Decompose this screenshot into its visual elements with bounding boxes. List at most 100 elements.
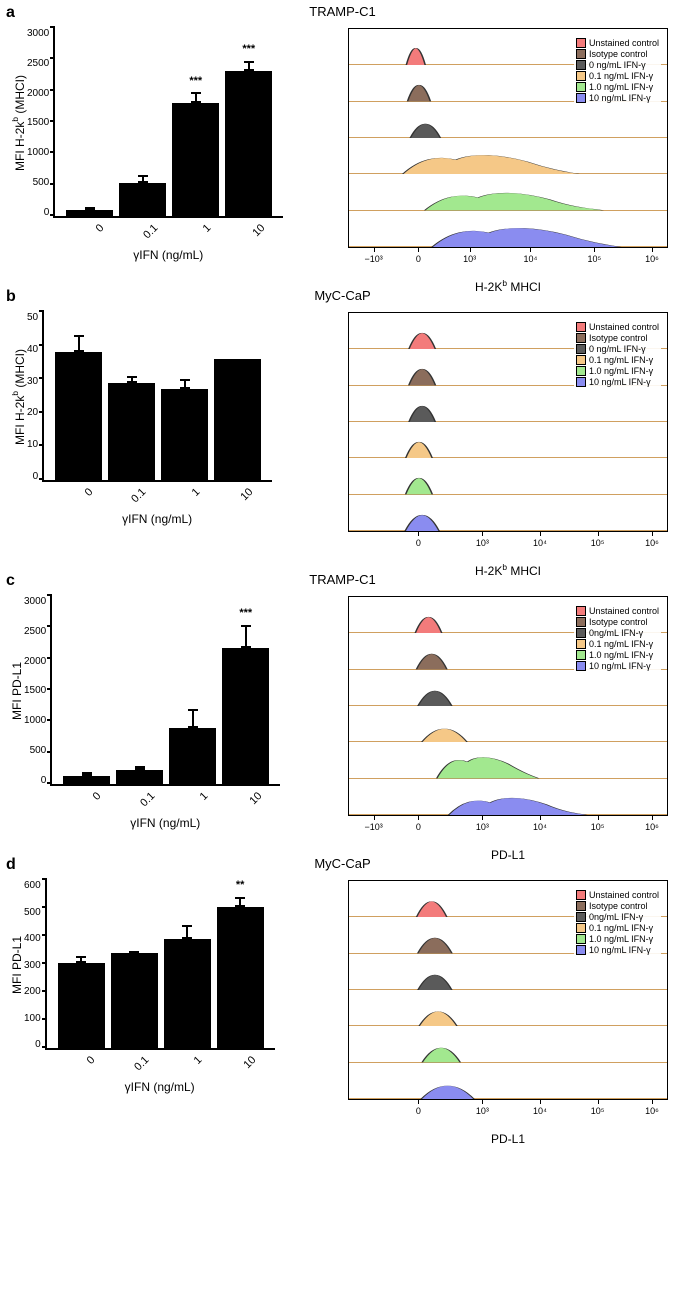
y-tick: 1500 <box>27 117 49 128</box>
histogram-xaxis: 010³10⁴10⁵10⁶H-2Kb MHCI <box>348 536 668 560</box>
x-tick: 0 <box>416 538 421 548</box>
legend-item: 0 ng/mL IFN-γ <box>576 344 659 354</box>
y-tick: 500 <box>24 907 41 918</box>
histogram-frame: Unstained controlIsotype control0ng/mL I… <box>348 880 668 1100</box>
significance-marker: *** <box>239 607 252 619</box>
histogram-trace <box>349 779 667 815</box>
histogram-container: Unstained controlIsotype control0ng/mL I… <box>348 864 668 1128</box>
legend-label: 0 ng/mL IFN-γ <box>589 344 646 354</box>
x-ticks: 00.1110 <box>42 482 272 498</box>
y-ticks: 50403020100 <box>27 312 42 482</box>
legend-swatch <box>576 344 586 354</box>
histogram: Unstained controlIsotype control0ng/mL I… <box>348 880 668 1128</box>
legend-swatch <box>576 923 586 933</box>
y-tick: 1000 <box>24 715 46 726</box>
panel-b: bMyC-CaPMFI H-2kb (MHCI)5040302010000.11… <box>0 284 685 568</box>
significance-marker: *** <box>242 43 255 55</box>
legend-item: Isotype control <box>576 617 659 627</box>
bar <box>66 28 113 216</box>
x-tick: 10⁵ <box>591 538 605 548</box>
bar: *** <box>222 596 269 784</box>
histogram-frame: Unstained controlIsotype control0ng/mL I… <box>348 596 668 816</box>
y-tick: 50 <box>27 312 38 323</box>
legend-swatch <box>576 890 586 900</box>
y-axis-label: MFI H-2kb (MHCI) <box>8 312 27 482</box>
y-axis-label: MFI PD-L1 <box>8 596 24 786</box>
histogram: Unstained controlIsotype control0 ng/mL … <box>348 28 668 276</box>
bar <box>164 880 211 1048</box>
histogram-xaxis: −10³010³10⁴10⁵10⁶PD-L1 <box>348 820 668 844</box>
y-tick: 40 <box>27 344 38 355</box>
legend-item: 0.1 ng/mL IFN-γ <box>576 355 659 365</box>
x-tick: 10⁵ <box>591 822 605 832</box>
legend-label: Unstained control <box>589 38 659 48</box>
histogram-trace <box>349 138 667 174</box>
y-tick: 20 <box>27 407 38 418</box>
legend-item: Unstained control <box>576 38 659 48</box>
bar <box>161 312 208 480</box>
bar-chart-container: MFI PD-L16005004003002001000**00.1110γIF… <box>8 864 328 1094</box>
legend-swatch <box>576 366 586 376</box>
histogram-trace <box>349 1063 667 1099</box>
significance-marker: *** <box>189 75 202 87</box>
x-tick: 0 <box>416 254 421 264</box>
histogram-trace <box>349 954 667 990</box>
y-tick: 500 <box>30 745 47 756</box>
y-tick: 400 <box>24 933 41 944</box>
x-axis-label: PD-L1 <box>348 1132 668 1146</box>
legend-item: 0.1 ng/mL IFN-γ <box>576 923 659 933</box>
y-tick: 300 <box>24 960 41 971</box>
bar <box>116 596 163 784</box>
histogram-trace <box>349 174 667 210</box>
histogram-container: Unstained controlIsotype control0ng/mL I… <box>348 580 668 844</box>
bar <box>214 312 261 480</box>
legend-item: 1.0 ng/mL IFN-γ <box>576 650 659 660</box>
y-tick: 100 <box>24 1013 41 1024</box>
y-tick: 3000 <box>24 596 46 607</box>
legend-item: 0ng/mL IFN-γ <box>576 628 659 638</box>
x-tick: 10⁵ <box>591 1106 605 1116</box>
x-tick: 10⁶ <box>645 822 659 832</box>
legend-label: 0ng/mL IFN-γ <box>589 912 643 922</box>
legend-item: Isotype control <box>576 49 659 59</box>
x-tick: 10⁶ <box>645 1106 659 1116</box>
legend-item: Isotype control <box>576 333 659 343</box>
panel-a: aTRAMP-C1MFI H-2kb (MHCI)300025002000150… <box>0 0 685 284</box>
bar-chart-container: MFI H-2kb (MHCI)5040302010000.1110γIFN (… <box>8 296 328 526</box>
histogram-container: Unstained controlIsotype control0 ng/mL … <box>348 12 668 276</box>
histogram-trace <box>349 706 667 742</box>
y-tick: 0 <box>33 471 39 482</box>
x-tick: 0 <box>416 1106 421 1116</box>
legend-label: Unstained control <box>589 890 659 900</box>
legend-swatch <box>576 82 586 92</box>
legend-label: 0.1 ng/mL IFN-γ <box>589 639 653 649</box>
legend: Unstained controlIsotype control0ng/mL I… <box>574 887 661 958</box>
legend-label: 10 ng/mL IFN-γ <box>589 93 651 103</box>
y-tick: 2500 <box>24 626 46 637</box>
y-tick: 2000 <box>27 88 49 99</box>
y-tick: 0 <box>44 207 50 218</box>
histogram-trace <box>349 386 667 422</box>
legend-label: 0.1 ng/mL IFN-γ <box>589 71 653 81</box>
bar-chart: MFI H-2kb (MHCI)300025002000150010005000… <box>8 28 328 262</box>
y-tick: 600 <box>24 880 41 891</box>
bar: ** <box>217 880 264 1048</box>
x-tick: 10⁶ <box>645 538 659 548</box>
y-tick: 200 <box>24 986 41 997</box>
histogram-container: Unstained controlIsotype control0 ng/mL … <box>348 296 668 560</box>
plot-area: ** <box>45 880 275 1050</box>
legend: Unstained controlIsotype control0ng/mL I… <box>574 603 661 674</box>
y-tick: 30 <box>27 376 38 387</box>
legend-item: Isotype control <box>576 901 659 911</box>
legend-label: 0.1 ng/mL IFN-γ <box>589 923 653 933</box>
bar-chart: MFI PD-L16005004003002001000**00.1110γIF… <box>8 880 328 1094</box>
bar <box>119 28 166 216</box>
legend-label: Unstained control <box>589 606 659 616</box>
x-tick: 10³ <box>463 254 476 264</box>
legend-swatch <box>576 60 586 70</box>
legend-swatch <box>576 333 586 343</box>
legend-swatch <box>576 606 586 616</box>
legend-label: 1.0 ng/mL IFN-γ <box>589 366 653 376</box>
legend-swatch <box>576 945 586 955</box>
plot-area: *** <box>50 596 280 786</box>
